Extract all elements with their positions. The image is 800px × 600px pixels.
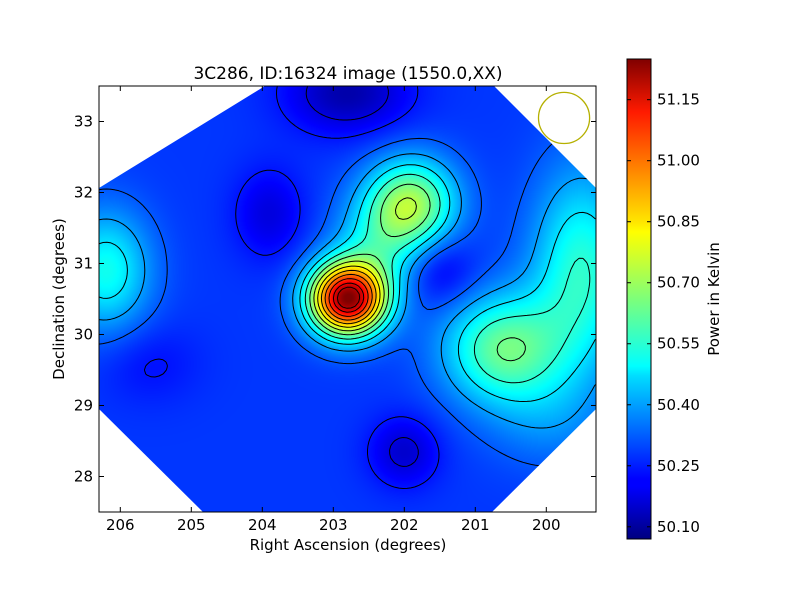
colorbar-tick-label: 50.10 (657, 518, 700, 536)
y-tick-label: 28 (74, 468, 93, 486)
y-tick-label: 33 (74, 113, 93, 131)
contour-level (336, 286, 361, 309)
x-tick-label: 200 (532, 516, 561, 534)
chart-title: 3C286, ID:16324 image (1550.0,XX) (193, 64, 502, 84)
x-axis-ticks: 206 205 204 203 202 201 200 (106, 86, 561, 534)
plot-area (99, 86, 596, 512)
y-tick-label: 29 (74, 397, 93, 415)
x-tick-label: 205 (177, 516, 206, 534)
y-axis-ticks: 28 29 30 31 32 33 (74, 113, 596, 486)
colorbar: 50.10 50.25 50.40 50.55 50.70 50.85 51.00 51.15… (626, 58, 723, 540)
y-axis-label: Declination (degrees) (50, 218, 68, 380)
colorbar-gradient (626, 58, 652, 540)
contour-level (305, 86, 419, 467)
x-tick-label: 204 (248, 516, 277, 534)
y-tick-label: 30 (74, 326, 93, 344)
x-tick-label: 202 (390, 516, 419, 534)
beam-marker (537, 91, 591, 145)
x-tick-label: 206 (106, 516, 135, 534)
colorbar-tick-label: 50.70 (657, 274, 700, 292)
heatmap-image (99, 86, 596, 512)
contour-level (320, 269, 377, 325)
colorbar-tick-label: 51.15 (657, 91, 700, 109)
colorbar-tick-label: 50.40 (657, 396, 700, 414)
x-tick-label: 201 (461, 516, 490, 534)
contour-level (332, 282, 365, 313)
colorbar-tick-label: 50.85 (657, 213, 700, 231)
plot-frame (98, 85, 597, 513)
contour-level (313, 197, 417, 332)
colorbar-tick-label: 50.55 (657, 335, 700, 353)
contour-level (99, 153, 596, 429)
colorbar-tick-label: 50.25 (657, 457, 700, 475)
contour-lines (99, 86, 596, 489)
contour-level (328, 278, 369, 317)
contour-level (304, 173, 591, 384)
contour-level (99, 164, 596, 402)
y-tick-label: 32 (74, 184, 93, 202)
x-axis-label: Right Ascension (degrees) (250, 536, 447, 554)
contour-level (317, 265, 381, 328)
contour-level (143, 86, 440, 489)
y-tick-label: 31 (74, 255, 93, 273)
contour-level (324, 273, 373, 321)
colorbar-label: Power in Kelvin (705, 242, 723, 356)
x-tick-label: 203 (319, 516, 348, 534)
contour-level (309, 183, 526, 362)
colorbar-tick-label: 51.00 (657, 152, 700, 170)
colorbar-ticks: 50.10 50.25 50.40 50.55 50.70 50.85 51.00 51.15 (627, 91, 700, 536)
